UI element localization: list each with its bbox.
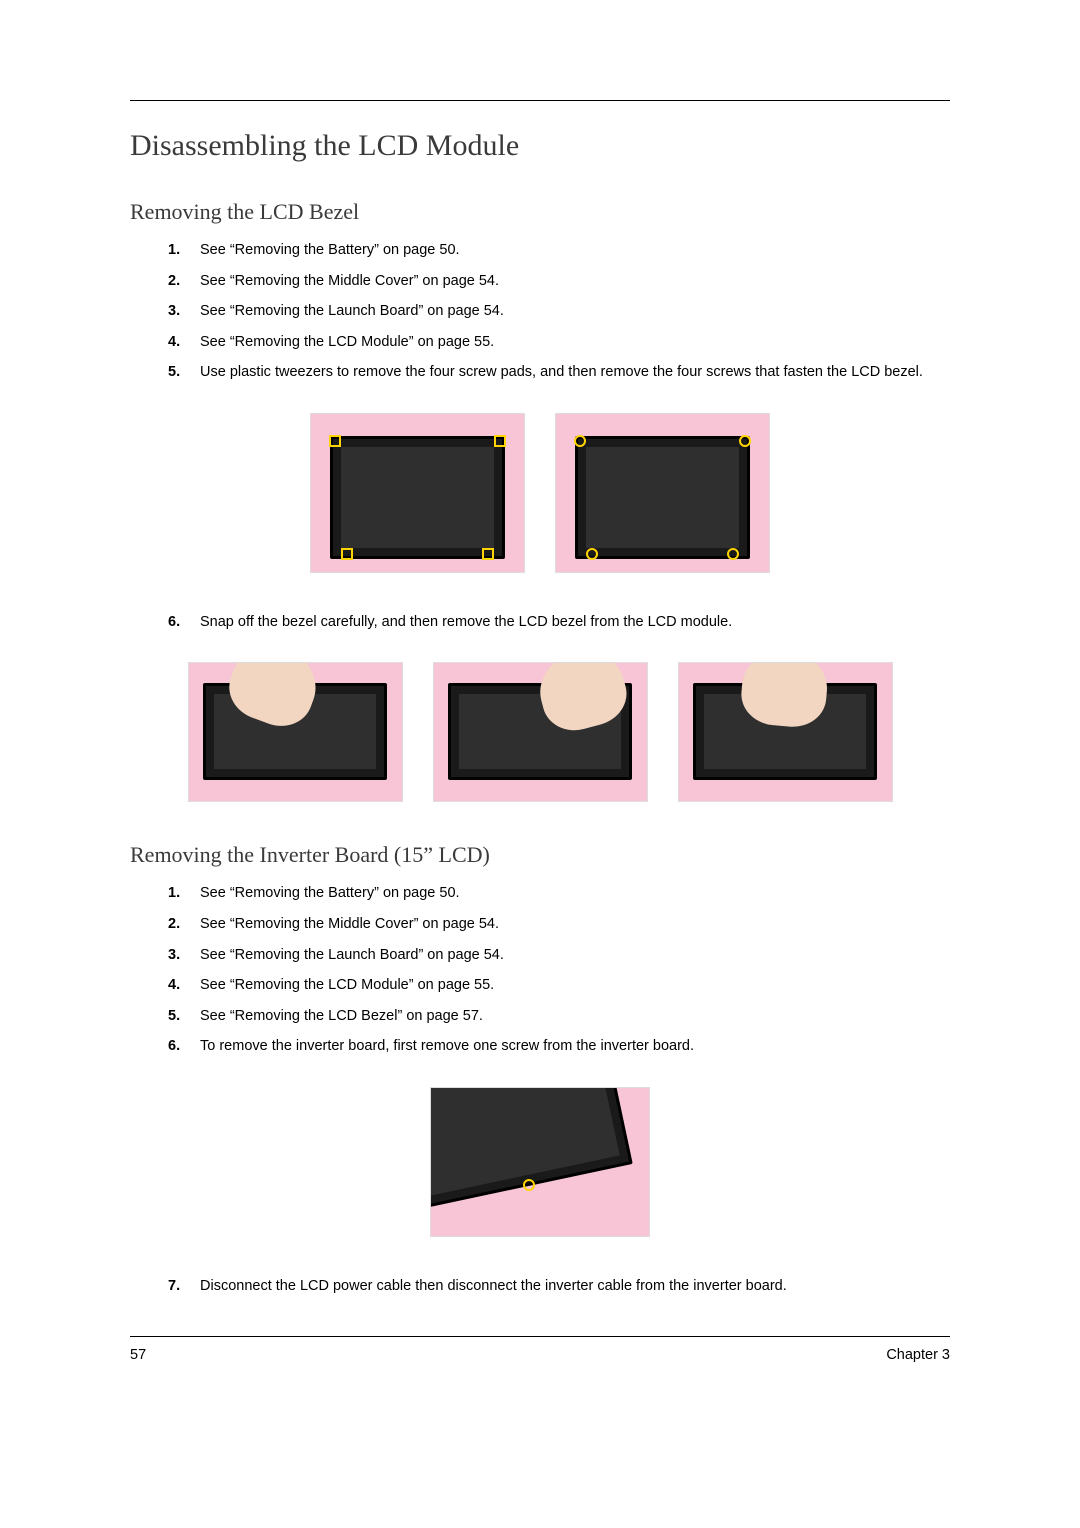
section1-heading: Removing the LCD Bezel [130,199,950,225]
step-text: See “Removing the LCD Module” on page 55… [200,334,494,350]
page-footer: 57 Chapter 3 [130,1347,950,1363]
figure-snap-bezel-3 [678,662,893,802]
section1-steps-list: 1. See “Removing the Battery” on page 50.… [130,241,950,383]
step-number: 5. [168,363,180,383]
step-text: See “Removing the Battery” on page 50. [200,885,460,901]
page-title: Disassembling the LCD Module [130,129,950,163]
step-number: 7. [168,1277,180,1297]
list-item: 2. See “Removing the Middle Cover” on pag… [168,915,950,935]
step-number: 4. [168,976,180,996]
bottom-rule [130,1336,950,1337]
screw-marker-icon [727,548,739,560]
list-item: 1. See “Removing the Battery” on page 50. [168,241,950,261]
screw-marker-icon [739,435,751,447]
list-item: 5. See “Removing the LCD Bezel” on page 5… [168,1007,950,1027]
step-text: See “Removing the Middle Cover” on page … [200,916,499,932]
step-text: To remove the inverter board, first remo… [200,1038,694,1054]
figure-inverter-screw [130,1087,950,1237]
step-number: 2. [168,272,180,292]
step-number: 5. [168,1007,180,1027]
lcd-panel-graphic [330,436,505,559]
lcd-screen-graphic [586,447,739,548]
list-item: 7. Disconnect the LCD power cable then di… [168,1277,950,1297]
step-text: See “Removing the LCD Module” on page 55… [200,977,494,993]
step-number: 1. [168,884,180,904]
screw-pad-marker-icon [494,435,506,447]
step-text: See “Removing the Battery” on page 50. [200,242,460,258]
screw-pad-marker-icon [341,548,353,560]
page-number: 57 [130,1347,146,1363]
screw-marker-icon [586,548,598,560]
step-text: See “Removing the Launch Board” on page … [200,303,504,319]
list-item: 2. See “Removing the Middle Cover” on pag… [168,272,950,292]
screw-pad-marker-icon [329,435,341,447]
list-item: 3. See “Removing the Launch Board” on pag… [168,946,950,966]
step-number: 3. [168,946,180,966]
top-rule [130,100,950,101]
lcd-panel-corner-graphic [430,1087,633,1209]
step-number: 1. [168,241,180,261]
figure-bezel-screws [555,413,770,573]
list-item: 4. See “Removing the LCD Module” on page … [168,333,950,353]
section2-step7-list: 7. Disconnect the LCD power cable then di… [130,1277,950,1297]
step-text: See “Removing the LCD Bezel” on page 57. [200,1008,483,1024]
section1-step6-list: 6. Snap off the bezel carefully, and then… [130,613,950,633]
step-number: 4. [168,333,180,353]
list-item: 3. See “Removing the Launch Board” on pag… [168,302,950,322]
figure-snap-bezel-2 [433,662,648,802]
screw-pad-marker-icon [482,548,494,560]
figure-inverter [430,1087,650,1237]
list-item: 4. See “Removing the LCD Module” on page … [168,976,950,996]
section2-steps-list: 1. See “Removing the Battery” on page 50.… [130,884,950,1056]
screw-marker-icon [574,435,586,447]
step-text: Disconnect the LCD power cable then disc… [200,1278,787,1294]
step-text: Snap off the bezel carefully, and then r… [200,614,732,630]
list-item: 6. To remove the inverter board, first re… [168,1037,950,1057]
step-text: See “Removing the Launch Board” on page … [200,947,504,963]
step-number: 3. [168,302,180,322]
figure-row-snap-bezel [130,662,950,802]
section2-heading: Removing the Inverter Board (15” LCD) [130,842,950,868]
step-number: 6. [168,613,180,633]
list-item: 1. See “Removing the Battery” on page 50. [168,884,950,904]
lcd-screen-graphic [341,447,494,548]
chapter-label: Chapter 3 [886,1347,950,1363]
list-item: 5. Use plastic tweezers to remove the fou… [168,363,950,383]
figure-row-screw-pads [130,413,950,573]
lcd-panel-graphic [575,436,750,559]
inverter-screw-marker-icon [523,1179,535,1191]
step-text: See “Removing the Middle Cover” on page … [200,273,499,289]
figure-bezel-pads [310,413,525,573]
step-number: 6. [168,1037,180,1057]
figure-snap-bezel-1 [188,662,403,802]
step-number: 2. [168,915,180,935]
list-item: 6. Snap off the bezel carefully, and then… [168,613,950,633]
step-text: Use plastic tweezers to remove the four … [200,364,923,380]
